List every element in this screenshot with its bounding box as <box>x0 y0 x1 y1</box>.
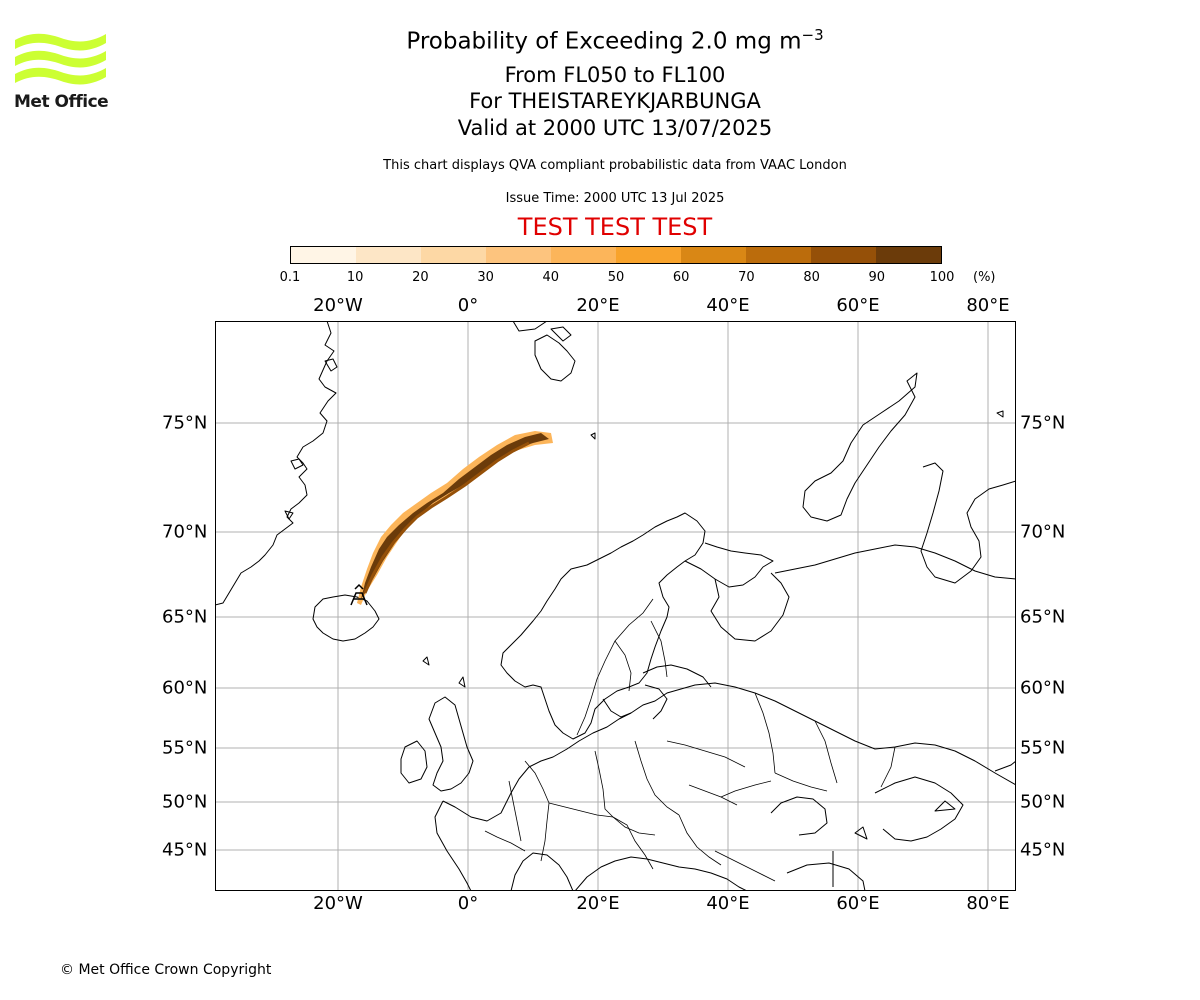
volcano-name: For THEISTAREYKJARBUNGA <box>469 89 761 113</box>
colorbar-swatch <box>291 247 356 263</box>
colorbar-tick-label: 20 <box>412 270 429 285</box>
colorbar-tick-label: 30 <box>477 270 494 285</box>
lat-label: 55°N <box>162 737 208 759</box>
lon-label: 40°E <box>706 893 750 914</box>
scandinavia-coast <box>500 512 706 740</box>
issue-time: Issue Time: 2000 UTC 13 Jul 2025 <box>505 191 725 206</box>
copyright-notice: © Met Office Crown Copyright <box>60 962 272 978</box>
colorbar-swatch <box>356 247 421 263</box>
map-border <box>215 321 1016 891</box>
lat-label: 65°N <box>1020 606 1066 628</box>
colorbar-swatch <box>811 247 876 263</box>
colorbar-tick-label: 10 <box>346 270 364 285</box>
country-borders <box>484 598 896 882</box>
uk-coast <box>428 696 474 792</box>
lat-label: 50°N <box>162 791 208 813</box>
colorbar-swatch <box>681 247 746 263</box>
data-source-note: This chart displays QVA compliant probab… <box>383 158 847 173</box>
lat-label: 50°N <box>1020 791 1066 813</box>
lat-label: 70°N <box>1020 521 1066 543</box>
colorbar-swatch <box>551 247 616 263</box>
plume-core <box>361 433 549 599</box>
lon-label: 80°E <box>966 893 1010 914</box>
lat-label: 60°N <box>1020 677 1066 699</box>
met-office-logo-text: Met Office <box>14 92 109 112</box>
chart-title: Probability of Exceeding 2.0 mg m−3 <box>0 26 1200 55</box>
chart-title-text: Probability of Exceeding 2.0 mg m <box>406 28 802 55</box>
lon-label: 20°W <box>313 295 363 316</box>
chart-title-superscript: −3 <box>801 26 824 44</box>
colorbar-tick-label: 0.1 <box>279 270 301 285</box>
colorbar-tick-label: 50 <box>607 270 625 285</box>
colorbar-tick-label: 100 <box>929 270 955 285</box>
lon-label: 60°E <box>836 893 880 914</box>
iceland-coast <box>312 594 380 642</box>
lat-label: 45°N <box>1020 839 1066 861</box>
graticule <box>215 321 1016 891</box>
met-office-logo <box>15 33 106 85</box>
volcano-icon[interactable] <box>350 583 368 606</box>
lat-label: 55°N <box>1020 737 1066 759</box>
lon-label: 80°E <box>966 295 1010 316</box>
colorbar-tick-label: 70 <box>738 270 755 285</box>
lon-label: 0° <box>457 295 479 316</box>
colorbar-tick-label: 40 <box>542 270 560 285</box>
coastlines <box>215 321 1016 891</box>
lat-label: 45°N <box>162 839 208 861</box>
colorbar-swatch <box>421 247 486 263</box>
colorbar-swatch <box>876 247 941 263</box>
lat-label: 75°N <box>162 412 208 434</box>
colorbar-unit: (%) <box>973 270 996 285</box>
colorbar-swatch <box>746 247 811 263</box>
lon-label: 40°E <box>706 295 750 316</box>
lon-label: 20°E <box>576 295 620 316</box>
colorbar-tick-label: 80 <box>803 270 820 285</box>
valid-time: Valid at 2000 UTC 13/07/2025 <box>457 116 773 140</box>
lat-label: 75°N <box>1020 412 1066 434</box>
lat-label: 65°N <box>162 606 208 628</box>
ash-plume <box>357 431 553 605</box>
colorbar-swatch <box>616 247 681 263</box>
colorbar-tick-label: 60 <box>672 270 690 285</box>
plume-outer <box>357 431 553 605</box>
lat-label: 70°N <box>162 521 208 543</box>
colorbar-swatch <box>486 247 551 263</box>
lat-label: 60°N <box>162 677 208 699</box>
europe-coast <box>442 682 1016 822</box>
probability-colorbar <box>290 246 942 264</box>
test-banner: TEST TEST TEST <box>517 213 713 241</box>
colorbar-tick-label: 90 <box>868 270 886 285</box>
lon-label: 0° <box>457 893 479 914</box>
flight-level-range: From FL050 to FL100 <box>504 63 726 87</box>
novaya-zemlya-coast <box>802 372 918 522</box>
plume-mid <box>363 441 530 594</box>
ireland-coast <box>400 740 428 784</box>
lon-label: 20°W <box>313 893 363 914</box>
map-panel[interactable] <box>215 321 1016 891</box>
lon-label: 20°E <box>576 893 620 914</box>
lon-label: 60°E <box>836 295 880 316</box>
